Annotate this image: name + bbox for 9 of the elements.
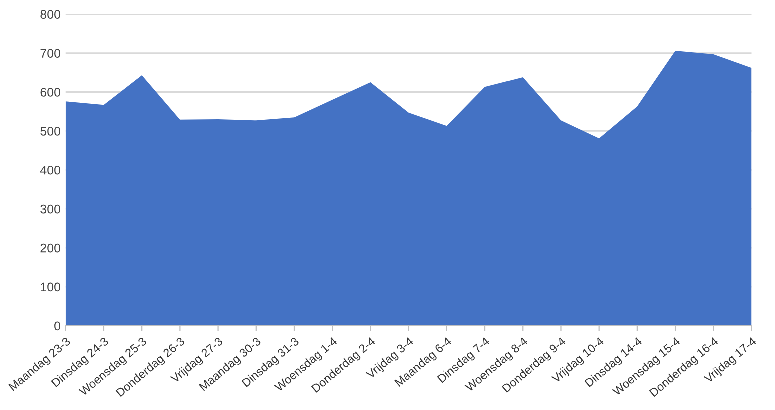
y-tick-label: 200: [40, 244, 61, 253]
y-tick-label: 300: [40, 204, 61, 214]
y-tick-label: 800: [40, 10, 61, 19]
y-tick-label: 700: [40, 49, 61, 58]
y-tick-label: 400: [40, 166, 61, 175]
y-tick-label: 500: [40, 127, 61, 136]
y-tick-label: 100: [41, 282, 61, 292]
y-tick-label: 600: [40, 88, 61, 97]
y-tick-label: 0: [54, 322, 61, 331]
